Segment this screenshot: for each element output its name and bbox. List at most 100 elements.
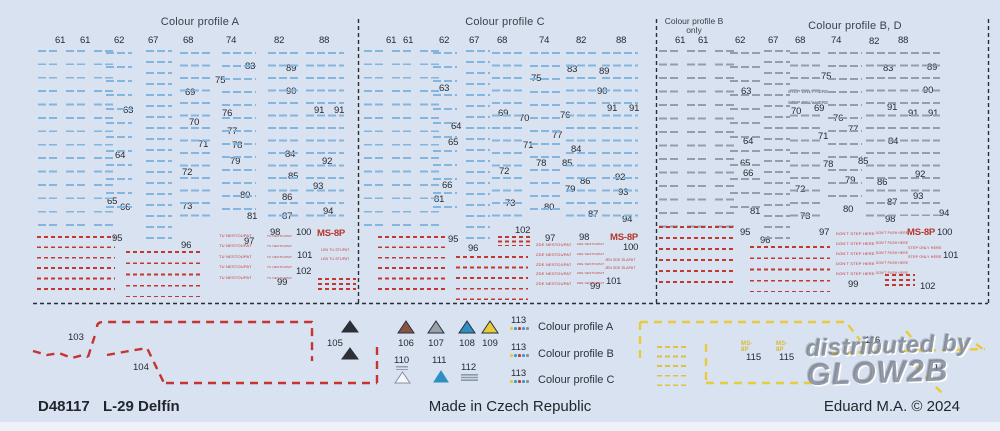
stencil-number: 82: [274, 35, 285, 46]
ms8p-yellow-marking: MS-8P: [776, 341, 788, 353]
stencil-text-row: DON'T PUSH HERE: [876, 271, 909, 275]
stencil-number: 101: [606, 276, 622, 287]
micro-text-block-blue: [38, 50, 58, 236]
stencil-text-row: ZDE NESTOUPAT: [577, 281, 605, 286]
stencil-number: 67: [469, 35, 480, 46]
colour-dot: [518, 380, 521, 383]
black-triangle-marking: [341, 347, 359, 360]
stencil-number: 99: [277, 277, 288, 288]
micro-text-block-blue: [530, 52, 562, 210]
stencil-text-row: TU NESTOUPAT: [267, 265, 293, 270]
sheet-footer: D48117 L-29 Delfín Made in Czech Republi…: [0, 396, 1000, 418]
stencil-number: 95: [448, 234, 459, 245]
triangle-number-106: 106: [398, 338, 414, 349]
key-number-113: 113: [511, 368, 527, 379]
stencil-number: 97: [244, 236, 255, 247]
triangle-number-107: 107: [428, 338, 444, 349]
colour-key-strip: [510, 327, 529, 330]
copyright-text: Eduard M.A. © 2024: [823, 398, 960, 415]
stencil-number: 76: [560, 111, 570, 121]
micro-text-block-blue: [364, 50, 384, 236]
stencil-number: 94: [939, 208, 950, 219]
stencil-number: 100: [296, 227, 312, 238]
stencil-number: 95: [740, 227, 751, 238]
stencil-text-row: DON'T PUSH HERE: [876, 241, 909, 245]
watermark-line1: distributed by: [805, 329, 972, 363]
micro-text-block-blue: [146, 50, 172, 246]
stencil-number: 62: [735, 35, 746, 46]
stencil-number: 61: [55, 35, 66, 46]
stencil-number: 75: [215, 75, 226, 86]
stencil-text-row: ZDE NESTOUPAT: [577, 242, 605, 246]
stencil-number: 102: [920, 281, 936, 292]
stencil-label-red: MS-8P: [907, 227, 936, 238]
triangle-swatch-109: [481, 320, 499, 334]
panel-title-profile-a: Colour profile A: [160, 16, 240, 28]
walkway-number: 115: [746, 352, 762, 363]
distributor-watermark: distributed by GLOW2B: [805, 329, 997, 393]
stencil-text-row: STEP ONLY HERE: [908, 246, 942, 250]
micro-text-block-red: [659, 226, 733, 292]
stencil-text-row: LEN TU STUPAT: [321, 256, 350, 261]
stencil-text-row: DON'T STEP HERE: [836, 271, 875, 276]
stencil-number: 100: [937, 227, 953, 238]
colour-profile-key-label: Colour profile A: [538, 321, 614, 333]
black-triangle-marking: [341, 320, 359, 333]
stencil-text-row: DON'T STEP HERE: [836, 261, 875, 266]
stencil-text-row: ZDE NESTOUPAT: [536, 251, 572, 257]
stencil-number: 68: [795, 35, 806, 46]
stencil-number: 102: [296, 266, 312, 277]
key-number-113: 113: [511, 342, 527, 353]
micro-text-block-blue: [222, 52, 256, 210]
colour-key-strip: [510, 354, 529, 357]
stencil-number: 68: [183, 35, 194, 46]
panel-title-profile-b-only: Colour profile B only: [664, 16, 724, 35]
micro-text-block-yellow: [657, 346, 687, 386]
micro-text-block-red: [37, 236, 115, 298]
stencil-number: 102: [515, 225, 531, 236]
colour-dot: [526, 380, 529, 383]
stencil-number: 61: [80, 35, 91, 46]
walkway-number: 103: [68, 332, 84, 343]
stencil-number: 95: [112, 233, 123, 244]
stencil-text-row: TU NESTOUPAT: [219, 243, 252, 249]
stencil-text-row: DON'T PUSH HERE: [876, 231, 909, 235]
stencil-text-row: STEP ONLY HERE: [908, 255, 942, 259]
stencil-number: 97: [819, 227, 830, 238]
stencil-number: 99: [848, 279, 859, 290]
stencil-label-red: MS-8P: [610, 232, 639, 243]
stencil-number: 98: [270, 227, 281, 238]
colour-dot: [522, 327, 525, 330]
colour-dot: [526, 327, 529, 330]
watermark-line2: GLOW2B: [805, 352, 950, 393]
stencil-number: 71: [818, 131, 829, 142]
triangle-swatch-106: [397, 320, 415, 334]
micro-text-block-red: [378, 236, 448, 298]
stencil-text-row: TU NESTOUPAT: [267, 244, 293, 249]
stencil-text-row: DON'T PUSH HERE: [876, 261, 909, 265]
stencil-text-row: TU NESTOUPAT: [219, 253, 252, 259]
item-number-112: 112: [461, 362, 477, 373]
stencil-text-row: DON'T STEP HERE: [836, 241, 875, 246]
stencil-number: 61: [386, 35, 397, 46]
micro-text-block-gray: [730, 52, 760, 220]
stencil-text-row: DON'T PUSH HERE: [876, 251, 909, 255]
micro-text-block-blue: [180, 52, 212, 224]
micro-text-block-blue: [602, 52, 638, 220]
micro-text-block-gray: [900, 52, 940, 216]
stencil-number: 96: [181, 240, 192, 251]
walkway-number: 104: [133, 362, 149, 373]
stencil-text-row: JEN ZDE ŠLAPAT: [605, 266, 636, 270]
micro-text-block-gray: [866, 52, 896, 220]
stencil-number: 96: [468, 243, 479, 254]
stencil-text-row: ZDE NESTOUPAT: [577, 271, 605, 276]
walkway-number: 105: [327, 338, 343, 349]
stencil-label-red: MS-8P: [317, 228, 346, 239]
stencil-text-row: TU NESTOUPAT: [219, 264, 252, 270]
triangle-number-109: 109: [482, 338, 498, 349]
stencil-number: 75: [821, 71, 832, 82]
colour-dot: [522, 354, 525, 357]
stencil-text-row: JEN ZDE ŠLAPAT: [605, 258, 636, 262]
micro-text-block-red: [318, 278, 356, 290]
